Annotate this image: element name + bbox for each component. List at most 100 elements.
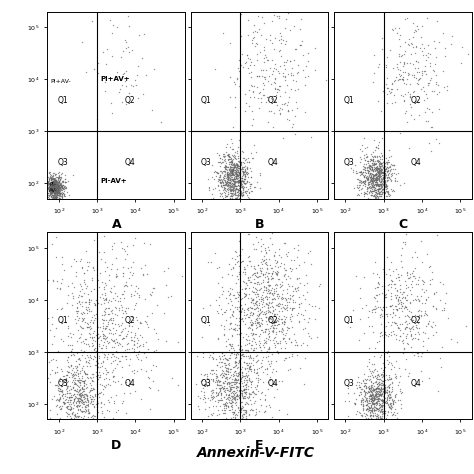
Point (371, 186, 378, 194)
Point (218, 370, 225, 378)
Point (59, 337, 67, 345)
Point (62, 319, 70, 326)
Point (227, 191, 235, 199)
Point (377, 390, 384, 397)
Point (236, 164, 243, 172)
Point (371, 396, 378, 403)
Point (134, 343, 141, 351)
Point (231, 327, 238, 334)
Point (262, 75, 269, 82)
Point (56, 190, 64, 197)
Point (217, 173, 224, 180)
Point (234, 172, 242, 180)
Point (376, 391, 384, 398)
Point (268, 321, 276, 329)
Point (221, 193, 229, 201)
Point (46, 190, 54, 198)
Point (109, 344, 116, 351)
Point (219, 310, 226, 318)
Point (249, 35, 256, 42)
Point (119, 325, 127, 333)
Point (88, 397, 95, 405)
Point (402, 303, 410, 311)
Point (226, 351, 234, 358)
Point (429, 302, 437, 310)
Point (383, 395, 391, 402)
Point (354, 384, 361, 392)
Point (373, 177, 381, 184)
Point (374, 98, 382, 105)
Point (73, 363, 81, 371)
Point (277, 32, 285, 39)
Point (270, 290, 278, 297)
Point (225, 185, 233, 193)
Point (233, 372, 241, 379)
Point (239, 190, 247, 198)
Point (128, 46, 136, 54)
Point (270, 109, 278, 117)
Point (55, 192, 63, 200)
Point (260, 282, 268, 290)
Point (357, 411, 365, 419)
Point (374, 406, 382, 413)
Point (222, 148, 230, 156)
Point (69, 373, 76, 380)
Point (222, 401, 230, 409)
Point (61, 192, 69, 200)
Point (78, 310, 86, 318)
Point (385, 372, 393, 379)
Point (251, 346, 258, 354)
Point (221, 386, 228, 394)
Point (62, 392, 69, 400)
Point (81, 405, 88, 413)
Point (206, 381, 213, 389)
Point (62, 376, 70, 384)
Point (223, 170, 231, 177)
Point (366, 387, 374, 394)
Point (52, 194, 59, 201)
Point (221, 181, 228, 189)
Point (283, 354, 290, 362)
Point (90, 377, 97, 385)
Point (246, 55, 254, 63)
Point (240, 170, 247, 178)
Point (47, 174, 55, 182)
Point (54, 188, 62, 196)
Point (224, 150, 232, 157)
Point (239, 178, 247, 186)
Point (392, 331, 400, 339)
Point (246, 181, 254, 188)
Point (85, 408, 92, 416)
Point (369, 397, 376, 405)
Point (405, 41, 413, 49)
Point (377, 383, 384, 391)
Point (123, 38, 130, 46)
Point (109, 245, 116, 253)
Point (376, 173, 384, 180)
Point (369, 392, 377, 400)
Point (360, 329, 368, 337)
Point (78, 302, 85, 310)
Point (380, 396, 387, 403)
Point (57, 305, 65, 313)
Point (223, 373, 230, 381)
Point (56, 393, 64, 401)
Point (143, 320, 150, 328)
Point (365, 189, 373, 197)
Point (146, 383, 153, 391)
Point (256, 266, 264, 273)
Point (47, 181, 55, 188)
Point (44, 193, 51, 201)
Point (251, 397, 258, 405)
Point (217, 172, 224, 179)
Point (403, 311, 411, 319)
Point (236, 180, 244, 187)
Point (352, 410, 360, 418)
Point (252, 288, 260, 296)
Point (51, 177, 58, 185)
Point (45, 178, 52, 186)
Point (147, 291, 155, 299)
Point (383, 168, 391, 175)
Point (255, 310, 262, 318)
Point (240, 184, 247, 192)
